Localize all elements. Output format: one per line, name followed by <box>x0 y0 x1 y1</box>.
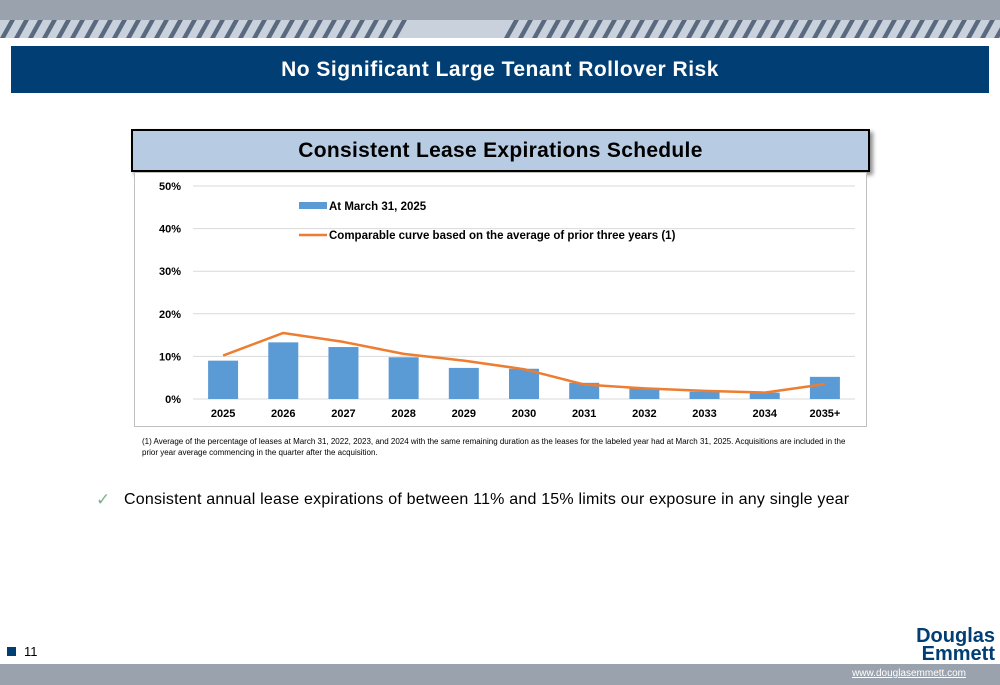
y-tick-label: 50% <box>159 181 181 193</box>
bottom-bar: www.douglasemmett.com <box>0 664 1000 685</box>
square-icon <box>7 647 16 656</box>
x-tick-label: 2029 <box>452 408 476 420</box>
website-link[interactable]: www.douglasemmett.com <box>852 668 966 679</box>
logo-line-2: Emmett <box>921 643 995 665</box>
bar-2029 <box>448 367 479 399</box>
bar-2026 <box>268 342 299 399</box>
bar-2030 <box>509 368 539 399</box>
chart-frame: 0% 10% 20% 30% 40% 50% 2025 2026 2027 2028 2029 203… <box>134 172 867 427</box>
footnote: (1) Average of the percentage of leases … <box>142 437 846 457</box>
bar-2032 <box>629 387 660 399</box>
y-tick-label: 0% <box>165 394 181 406</box>
x-tick-label: 2030 <box>512 408 536 420</box>
x-tick-label: 2032 <box>632 408 656 420</box>
chart-title: Consistent Lease Expirations Schedule <box>131 129 870 172</box>
legend-bar-swatch <box>299 202 327 209</box>
y-tick-label: 30% <box>159 266 181 278</box>
y-tick-label: 20% <box>159 309 181 321</box>
building-pattern-image <box>0 0 1000 38</box>
bar-2035+ <box>809 376 840 399</box>
bar-2031 <box>569 382 600 399</box>
legend-label-line: Comparable curve based on the average of… <box>329 230 676 242</box>
x-tick-label: 2034 <box>752 408 777 420</box>
x-tick-label: 2028 <box>391 408 415 420</box>
legend-label-bars: At March 31, 2025 <box>329 201 427 213</box>
x-tick-label: 2035+ <box>809 408 840 420</box>
x-tick-label: 2033 <box>692 408 716 420</box>
page-number: 11 <box>7 644 38 659</box>
bullet-text: Consistent annual lease expirations of b… <box>124 491 850 508</box>
check-icon: ✓ <box>96 490 111 509</box>
page-title: No Significant Large Tenant Rollover Ris… <box>11 46 989 93</box>
page-number-value: 11 <box>24 644 38 659</box>
y-tick-label: 40% <box>159 224 181 236</box>
y-tick-label: 10% <box>159 351 181 363</box>
bullet-item: ✓ Consistent annual lease expirations of… <box>96 490 849 510</box>
x-tick-label: 2027 <box>331 408 355 420</box>
lease-expirations-chart: 0% 10% 20% 30% 40% 50% 2025 2026 2027 2028 2029 203… <box>159 181 855 420</box>
bar-2025 <box>208 360 239 399</box>
x-tick-label: 2025 <box>211 408 235 420</box>
logo-line-1: Douglas <box>916 625 995 647</box>
top-decorative-strip <box>0 0 1000 38</box>
bar-2027 <box>328 347 359 399</box>
x-tick-label: 2026 <box>271 408 295 420</box>
x-tick-label: 2031 <box>572 408 596 420</box>
bar-2034 <box>749 392 780 399</box>
bar-2033 <box>689 391 720 399</box>
bar-2028 <box>388 357 419 399</box>
company-logo: Douglas Emmett <box>911 625 995 665</box>
